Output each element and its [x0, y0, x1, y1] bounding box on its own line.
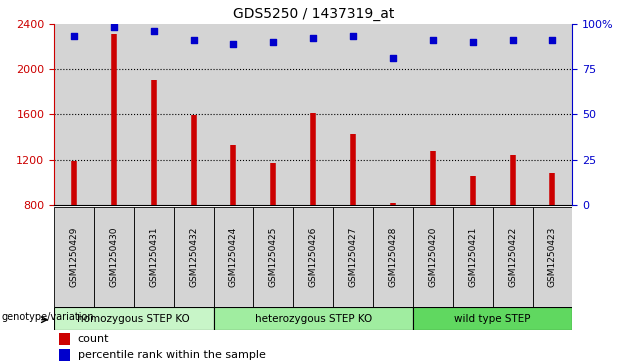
- Point: [69, 33, 79, 39]
- Text: GSM1250427: GSM1250427: [349, 227, 357, 287]
- Bar: [214, 207, 253, 307]
- Bar: [333, 207, 373, 307]
- Text: GSM1250422: GSM1250422: [508, 227, 517, 287]
- Bar: [94, 207, 134, 307]
- Text: GSM1250426: GSM1250426: [308, 227, 318, 287]
- Text: GSM1250428: GSM1250428: [389, 227, 398, 287]
- Point: [548, 37, 558, 43]
- Bar: [293, 207, 333, 307]
- Point: [268, 39, 279, 45]
- Bar: [59, 349, 70, 362]
- Bar: [214, 24, 253, 205]
- Bar: [253, 24, 293, 205]
- Bar: [373, 24, 413, 205]
- Point: [388, 55, 398, 61]
- Bar: [413, 307, 572, 330]
- Text: wild type STEP: wild type STEP: [454, 314, 531, 323]
- Text: GSM1250429: GSM1250429: [69, 227, 78, 287]
- Bar: [134, 24, 174, 205]
- Bar: [59, 333, 70, 345]
- Bar: [453, 207, 493, 307]
- Bar: [54, 307, 214, 330]
- Bar: [532, 207, 572, 307]
- Bar: [174, 207, 214, 307]
- Text: heterozygous STEP KO: heterozygous STEP KO: [254, 314, 372, 323]
- Point: [109, 24, 119, 30]
- Text: GSM1250423: GSM1250423: [548, 227, 557, 287]
- Point: [308, 35, 318, 41]
- Text: percentile rank within the sample: percentile rank within the sample: [78, 350, 266, 360]
- Text: GSM1250420: GSM1250420: [429, 227, 438, 287]
- Point: [228, 41, 238, 46]
- Bar: [373, 207, 413, 307]
- Bar: [532, 24, 572, 205]
- Point: [149, 28, 159, 34]
- Bar: [493, 24, 532, 205]
- Text: GSM1250425: GSM1250425: [269, 227, 278, 287]
- Bar: [214, 307, 413, 330]
- Point: [467, 39, 478, 45]
- Bar: [333, 24, 373, 205]
- Text: homozygous STEP KO: homozygous STEP KO: [78, 314, 190, 323]
- Bar: [413, 207, 453, 307]
- Text: GSM1250424: GSM1250424: [229, 227, 238, 287]
- Text: GSM1250421: GSM1250421: [468, 227, 477, 287]
- Text: GSM1250432: GSM1250432: [189, 227, 198, 287]
- Bar: [253, 207, 293, 307]
- Bar: [134, 207, 174, 307]
- Bar: [54, 24, 94, 205]
- Text: GSM1250431: GSM1250431: [149, 227, 158, 287]
- Bar: [493, 207, 532, 307]
- Bar: [54, 207, 94, 307]
- Point: [348, 33, 358, 39]
- Text: count: count: [78, 334, 109, 344]
- Text: GSM1250430: GSM1250430: [109, 227, 118, 287]
- Text: genotype/variation: genotype/variation: [1, 312, 93, 322]
- Bar: [413, 24, 453, 205]
- Point: [508, 37, 518, 43]
- Title: GDS5250 / 1437319_at: GDS5250 / 1437319_at: [233, 7, 394, 21]
- Bar: [293, 24, 333, 205]
- Bar: [94, 24, 134, 205]
- Bar: [453, 24, 493, 205]
- Bar: [174, 24, 214, 205]
- Point: [428, 37, 438, 43]
- Point: [188, 37, 198, 43]
